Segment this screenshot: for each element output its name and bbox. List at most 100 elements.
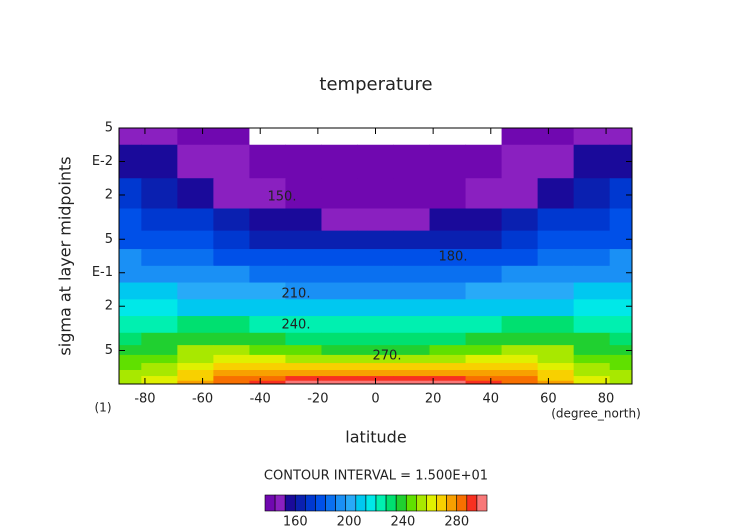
colorbar-box bbox=[345, 494, 357, 512]
contour-cell bbox=[119, 363, 142, 371]
contour-cell bbox=[429, 230, 467, 250]
contour-cell bbox=[537, 380, 575, 385]
contour-cell bbox=[609, 363, 633, 371]
contour-cell bbox=[321, 363, 358, 371]
contour-cell bbox=[213, 369, 250, 377]
contour-cell bbox=[119, 144, 142, 179]
contour-cell bbox=[357, 369, 395, 377]
contour-cell bbox=[321, 208, 358, 232]
contour-cell bbox=[357, 208, 395, 232]
contour-cell bbox=[393, 376, 431, 382]
contour-cell bbox=[429, 265, 467, 284]
contour-cell bbox=[357, 299, 395, 317]
contour-cell bbox=[213, 265, 250, 284]
contour-cell bbox=[285, 230, 322, 250]
contour-cell bbox=[285, 316, 322, 334]
contour-cell bbox=[177, 249, 214, 267]
contour-cell bbox=[429, 144, 467, 179]
contour-cell bbox=[177, 363, 214, 371]
contour-cell bbox=[321, 299, 358, 317]
y-unit: (1) bbox=[95, 401, 112, 415]
contour-cell bbox=[501, 345, 539, 356]
contour-cell bbox=[141, 282, 178, 300]
contour-cell bbox=[393, 265, 431, 284]
contour-cell bbox=[285, 299, 322, 317]
colorbar-box bbox=[355, 494, 367, 512]
contour-cell bbox=[177, 376, 214, 382]
contour-cell bbox=[465, 178, 503, 210]
contour-cell bbox=[119, 265, 142, 284]
contour-cell bbox=[393, 299, 431, 317]
contour-cell bbox=[393, 282, 431, 300]
colorbar-tick-label: 240 bbox=[390, 515, 415, 530]
contour-cell bbox=[321, 369, 358, 377]
contour-cell bbox=[249, 380, 286, 385]
colorbar-box bbox=[375, 494, 387, 512]
contour-cell bbox=[357, 178, 395, 210]
contour-cell bbox=[609, 230, 633, 250]
y-axis-label: sigma at layer midpoints bbox=[56, 156, 75, 355]
contour-cell bbox=[465, 230, 503, 250]
contour-label: 210. bbox=[282, 287, 311, 302]
contour-cell bbox=[609, 299, 633, 317]
contour-cell bbox=[177, 178, 214, 210]
contour-cell bbox=[213, 282, 250, 300]
contour-cell bbox=[357, 316, 395, 334]
contour-cell bbox=[321, 376, 358, 382]
contour-cell bbox=[393, 128, 431, 146]
colorbar-box bbox=[405, 494, 417, 512]
contour-cell bbox=[249, 316, 286, 334]
contour-cell bbox=[119, 128, 142, 146]
contour-cell bbox=[609, 376, 633, 382]
contour-cell bbox=[119, 354, 142, 364]
contour-cell bbox=[321, 354, 358, 364]
contour-cell bbox=[249, 178, 286, 210]
contour-cell bbox=[501, 249, 539, 267]
contour-cell bbox=[537, 178, 575, 210]
contour-cell bbox=[177, 299, 214, 317]
y-tick-label: 5 bbox=[105, 232, 113, 247]
x-axis-label: latitude bbox=[345, 428, 406, 447]
contour-cell bbox=[321, 282, 358, 300]
contour-cell bbox=[393, 354, 431, 364]
contour-cell bbox=[213, 249, 250, 267]
contour-cell bbox=[357, 128, 395, 146]
contour-cell bbox=[465, 265, 503, 284]
contour-cell bbox=[119, 376, 142, 382]
colorbar-box bbox=[284, 494, 296, 512]
contour-cell bbox=[465, 354, 503, 364]
contour-cell bbox=[177, 354, 214, 364]
colorbar-box bbox=[395, 494, 407, 512]
colorbar-box bbox=[426, 494, 437, 512]
contour-cell bbox=[119, 380, 142, 385]
y-tick-label: E-2 bbox=[92, 154, 113, 169]
contour-cell bbox=[537, 299, 575, 317]
contour-cell bbox=[609, 354, 633, 364]
contour-cell bbox=[429, 376, 467, 382]
contour-cell bbox=[321, 249, 358, 267]
contour-cell bbox=[177, 144, 214, 179]
x-tick-label: -20 bbox=[307, 392, 328, 407]
contour-cell bbox=[573, 230, 611, 250]
contour-cell bbox=[141, 363, 178, 371]
contour-cell bbox=[501, 230, 539, 250]
contour-cell bbox=[573, 354, 611, 364]
contour-cell bbox=[465, 332, 503, 346]
contour-cell bbox=[501, 144, 539, 179]
contour-cell bbox=[249, 369, 286, 377]
contour-cell bbox=[465, 380, 503, 385]
contour-cell bbox=[321, 316, 358, 334]
contour-label: 240. bbox=[282, 318, 311, 333]
contour-cell bbox=[177, 265, 214, 284]
colorbar-box bbox=[315, 494, 326, 512]
colorbar-tick-label: 200 bbox=[337, 515, 362, 530]
contour-cell bbox=[609, 178, 633, 210]
contour-cell bbox=[285, 178, 322, 210]
contour-cell bbox=[177, 332, 214, 346]
contour-label: 270. bbox=[373, 349, 402, 364]
y-tick-label: 2 bbox=[105, 187, 113, 202]
contour-cell bbox=[429, 249, 467, 267]
contour-cell bbox=[609, 369, 633, 377]
colorbar-box bbox=[335, 494, 347, 512]
contour-cell bbox=[285, 354, 322, 364]
